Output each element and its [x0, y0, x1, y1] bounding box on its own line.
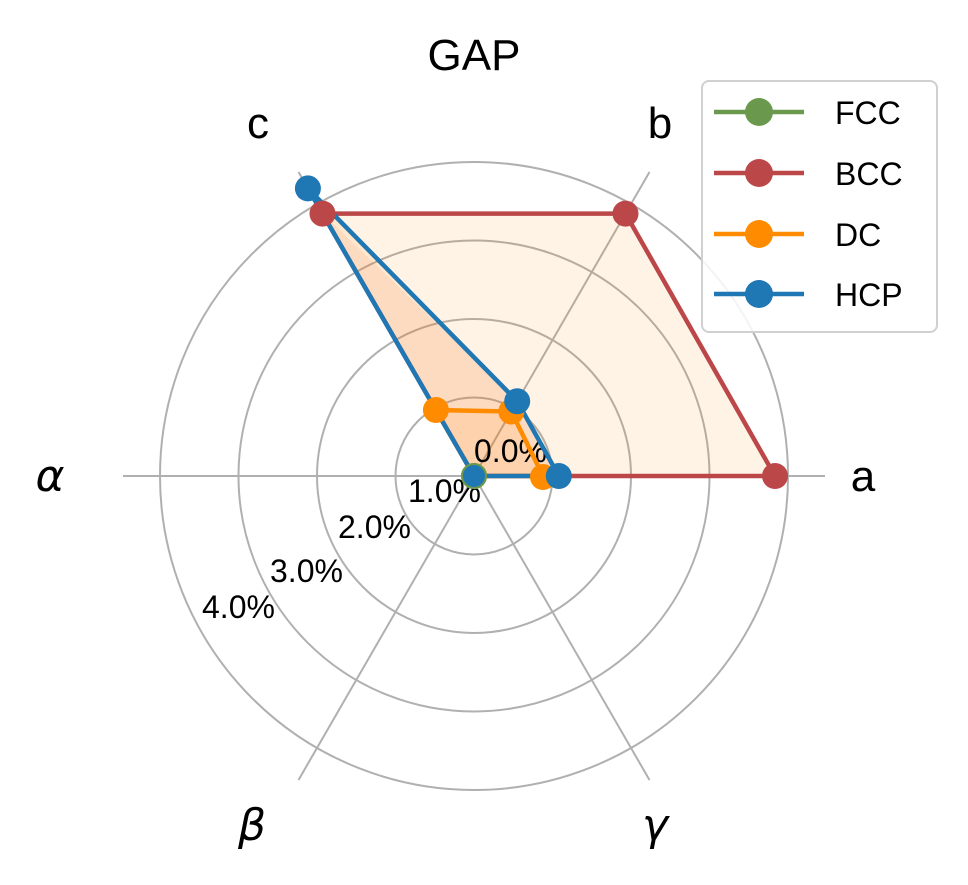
series-markers [294, 175, 788, 490]
legend: FCC BCC DC HCP [701, 80, 938, 333]
bcc-marker-c [309, 200, 336, 227]
radial-tick-labels: 0.0% 1.0% 2.0% 3.0% 4.0% [202, 433, 547, 625]
axis-label-beta: β [237, 800, 266, 851]
legend-label: DC [835, 217, 881, 253]
legend-item-dc: DC [714, 217, 881, 253]
axis-labels: a b c α β γ [35, 99, 875, 851]
hcp-marker-b [504, 388, 531, 415]
axis-label-gamma: γ [642, 800, 670, 851]
tick-label: 3.0% [270, 553, 343, 589]
legend-item-hcp: HCP [714, 277, 903, 313]
hcp-marker-center [461, 463, 487, 489]
legend-item-bcc: BCC [714, 156, 903, 192]
spoke-gamma [473, 475, 651, 781]
tick-label: 2.0% [338, 509, 411, 545]
dc-marker-c [422, 397, 449, 423]
legend-label: BCC [835, 156, 903, 192]
legend-marker-icon [745, 159, 773, 187]
axis-label-c: c [247, 99, 269, 148]
legend-label: HCP [835, 277, 903, 313]
legend-label: FCC [835, 95, 901, 131]
spoke-beta [297, 475, 475, 781]
legend-marker-icon [745, 98, 773, 126]
legend-item-fcc: FCC [714, 95, 901, 131]
bcc-marker-b [612, 200, 639, 227]
axis-label-alpha: α [35, 451, 64, 502]
axis-label-a: a [851, 452, 876, 501]
legend-marker-icon [745, 220, 773, 248]
legend-marker-icon [745, 280, 773, 308]
legend-frame [701, 80, 938, 333]
chart-title: GAP [428, 31, 521, 80]
bcc-marker-a [762, 463, 788, 489]
hcp-marker-a [545, 463, 572, 489]
axis-label-b: b [648, 99, 672, 148]
tick-label: 4.0% [202, 589, 275, 625]
hcp-marker-c [294, 175, 321, 202]
hcp-fill [307, 188, 559, 476]
